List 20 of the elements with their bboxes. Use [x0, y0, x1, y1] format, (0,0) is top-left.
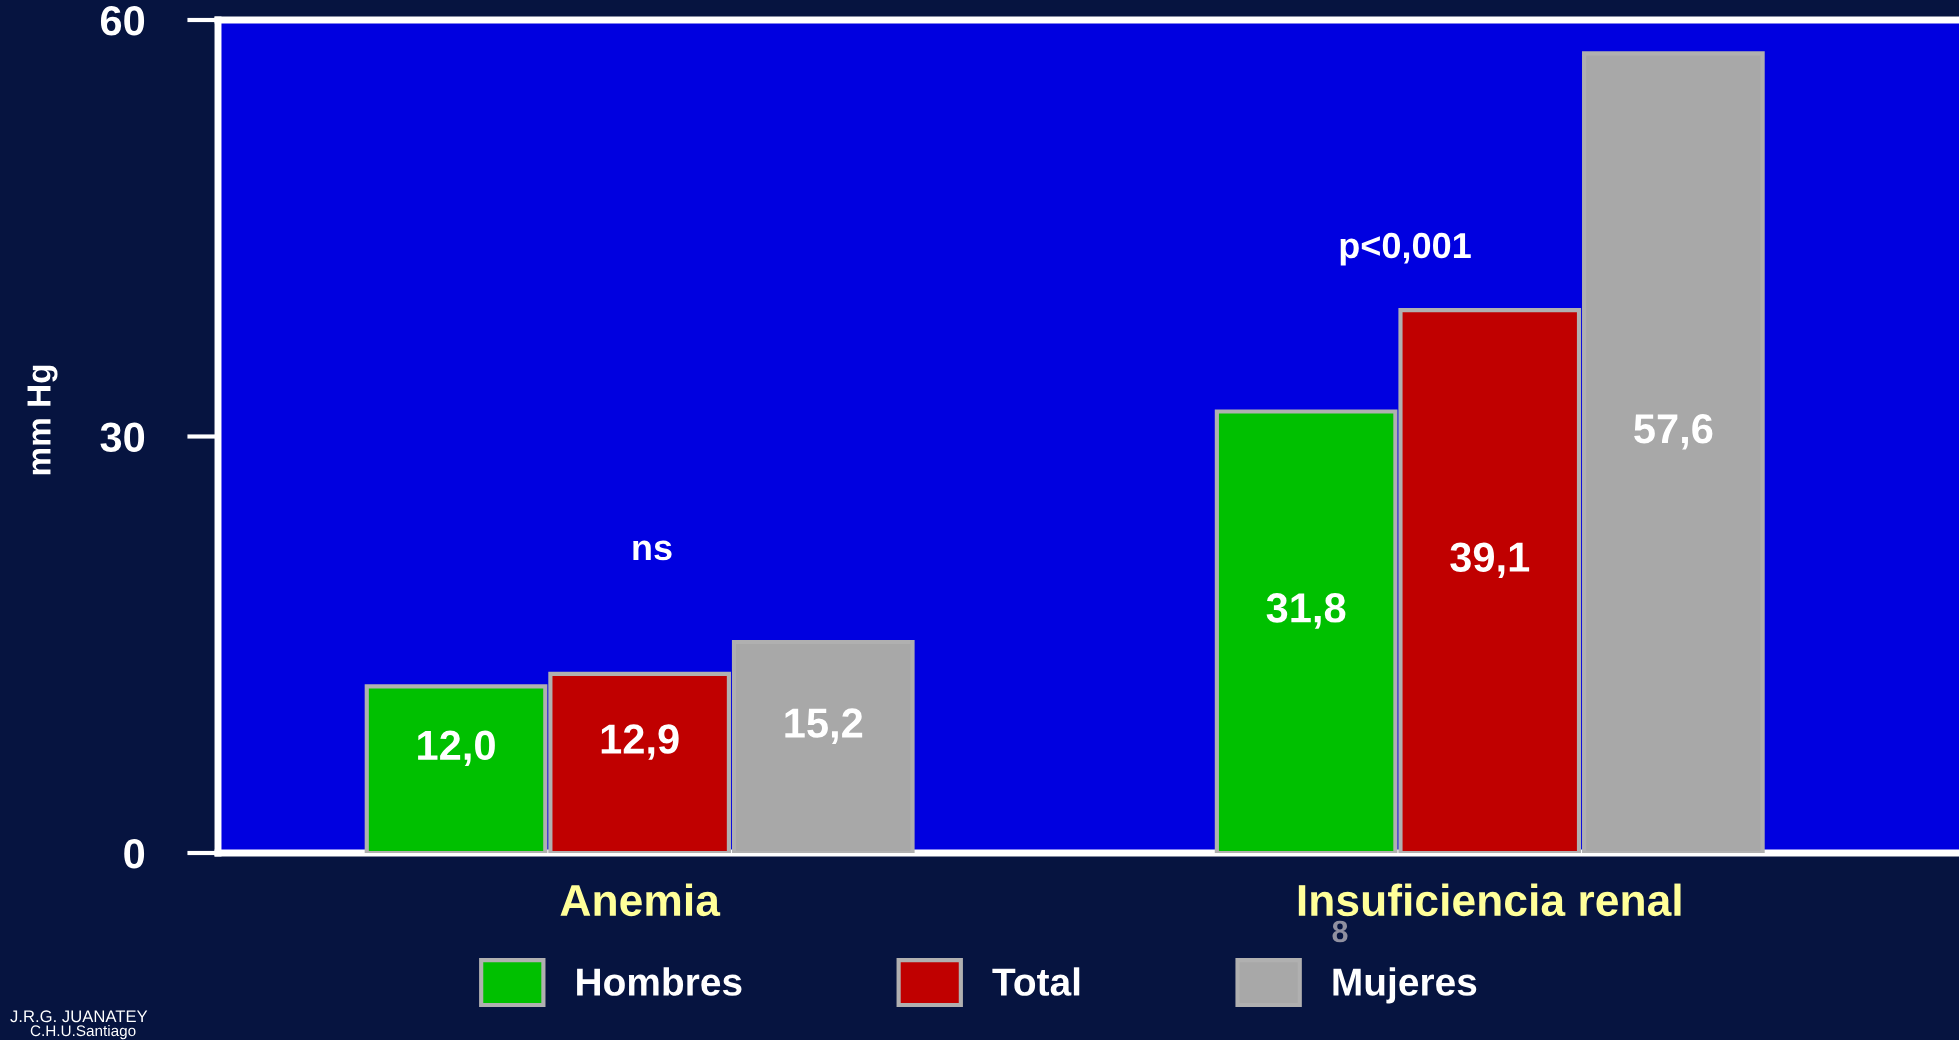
data-label: 39,1: [1450, 542, 1530, 578]
data-label: 31,8: [1266, 593, 1346, 629]
text: 8: [1332, 920, 1348, 943]
data-label: 12,9: [601, 724, 679, 760]
data-label: 15,2: [785, 708, 863, 744]
annotation: p<0,001: [1340, 232, 1471, 266]
text: C.H.U.Santiago: [30, 1024, 136, 1040]
legend-label: Hombres: [577, 967, 742, 996]
legend-label: Mujeres: [1333, 967, 1477, 1004]
data-label: 57,6: [1634, 414, 1713, 450]
y-axis-title: mm Hg: [27, 365, 58, 475]
x-tick-label: Anemia: [560, 883, 721, 917]
y-tick-label: 30: [100, 422, 145, 453]
legend-label: Total: [992, 967, 1080, 996]
y-tick-label: 60: [100, 6, 145, 36]
y-tick-label: 0: [124, 839, 145, 869]
data-label: 12,0: [418, 730, 495, 767]
text: J.R.G. JUANATEY: [10, 1010, 148, 1023]
annotation: ns: [633, 540, 672, 561]
x-tick-label: Insuficiencia renal: [1298, 883, 1681, 917]
